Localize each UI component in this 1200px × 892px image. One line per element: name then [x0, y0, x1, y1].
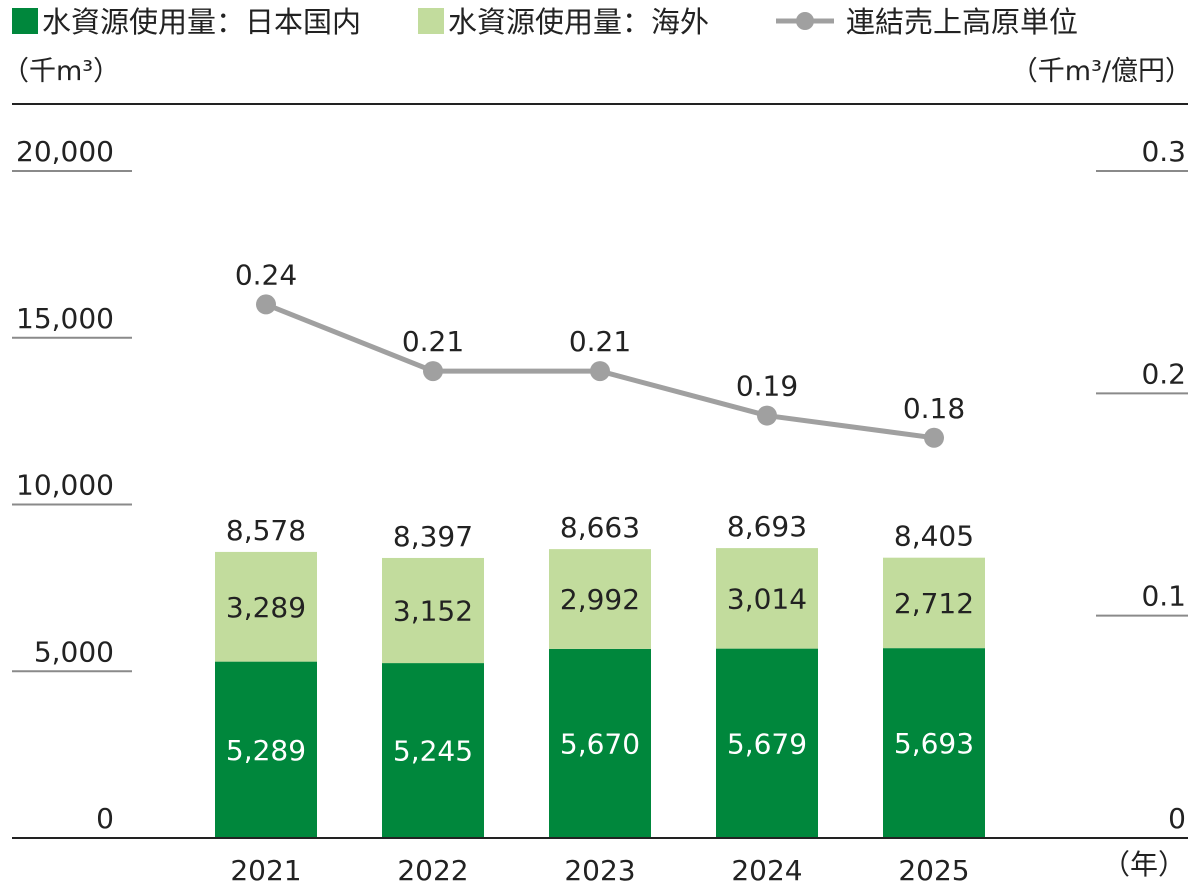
x-tick-label-2024: 2024 [731, 854, 802, 887]
x-tick-label-2025: 2025 [898, 854, 969, 887]
bar-domestic-2023 [549, 648, 651, 838]
bar-domestic-2021 [215, 661, 317, 838]
y-axis-right: 0 0.1 0.2 0.3 [1096, 135, 1188, 835]
x-tick-label-2022: 2022 [397, 854, 468, 887]
legend-label-overseas: 水資源使用量：海外 [448, 5, 709, 39]
legend-label-intensity: 連結売上高原単位 [846, 5, 1078, 39]
legend-label-domestic: 水資源使用量：日本国内 [42, 5, 361, 39]
x-tick-label-2023: 2023 [564, 854, 635, 887]
intensity-point-2023 [590, 361, 610, 382]
intensity-point-2025 [924, 427, 944, 448]
data-label-domestic-2023: 5,670 [560, 727, 640, 760]
y-tick-label-left: 10,000 [16, 469, 114, 502]
data-label-total-2021: 8,578 [226, 514, 306, 547]
bar-overseas-2021 [215, 551, 317, 662]
intensity-point-2022 [423, 361, 443, 382]
y-tick-label-right: 0.3 [1141, 135, 1186, 168]
data-label-overseas-2023: 2,992 [560, 583, 640, 616]
y-tick-label-right: 0.1 [1141, 580, 1186, 613]
y-tick-label-right: 0.2 [1141, 357, 1186, 390]
bar-domestic-2025 [883, 648, 985, 838]
legend-marker-intensity [796, 12, 814, 30]
y-tick-label-left: 15,000 [16, 302, 114, 335]
data-label-total-2022: 8,397 [393, 520, 473, 553]
data-label-total-2025: 8,405 [894, 520, 974, 553]
data-label-overseas-2025: 2,712 [894, 587, 974, 620]
data-label-intensity-2023: 0.21 [569, 325, 631, 358]
legend-swatch-domestic [12, 8, 38, 34]
x-axis-unit: （年） [1102, 848, 1186, 881]
data-label-intensity-2024: 0.19 [736, 370, 798, 403]
intensity-line: 0.24 0.21 0.21 0.19 0.18 [235, 258, 965, 448]
bar-domestic-2024 [716, 648, 818, 838]
data-label-intensity-2021: 0.24 [235, 258, 297, 291]
data-label-overseas-2024: 3,014 [727, 582, 807, 615]
data-label-domestic-2022: 5,245 [393, 735, 473, 768]
data-label-intensity-2022: 0.21 [402, 325, 464, 358]
data-label-domestic-2025: 5,693 [894, 727, 974, 760]
data-label-domestic-2024: 5,679 [727, 727, 807, 760]
data-label-overseas-2022: 3,152 [393, 595, 473, 628]
data-label-total-2023: 8,663 [560, 511, 640, 544]
data-label-intensity-2025: 0.18 [903, 392, 965, 425]
y-tick-label-left: 0 [96, 802, 114, 835]
bar-overseas-2023 [549, 549, 651, 649]
bar-overseas-2025 [883, 557, 985, 649]
intensity-point-2021 [256, 294, 276, 315]
legend: 水資源使用量：日本国内 水資源使用量：海外 連結売上高原単位 [12, 5, 1078, 39]
x-axis: 2021 2022 2023 2024 2025 （年） [230, 848, 1186, 887]
y-axis-unit-right: （千m³/億円） [1011, 56, 1192, 87]
y-tick-label-left: 5,000 [34, 635, 114, 668]
bars: 5,289 3,289 8,578 5,245 3,152 8,397 5,670 2,992… [215, 510, 985, 838]
bar-overseas-2024 [716, 548, 818, 649]
y-tick-label-left: 20,000 [16, 135, 114, 168]
intensity-point-2024 [757, 405, 777, 426]
y-tick-label-right: 0 [1168, 802, 1186, 835]
x-tick-label-2021: 2021 [230, 854, 301, 887]
data-label-total-2024: 8,693 [727, 510, 807, 543]
bar-overseas-2022 [382, 557, 484, 664]
legend-swatch-overseas [418, 8, 444, 34]
y-axis-unit-left: （千m³） [2, 56, 120, 87]
data-label-domestic-2021: 5,289 [226, 734, 306, 767]
bar-domestic-2022 [382, 663, 484, 838]
y-axis-left: 0 5,000 10,000 15,000 20,000 [12, 135, 132, 835]
data-label-overseas-2021: 3,289 [226, 591, 306, 624]
